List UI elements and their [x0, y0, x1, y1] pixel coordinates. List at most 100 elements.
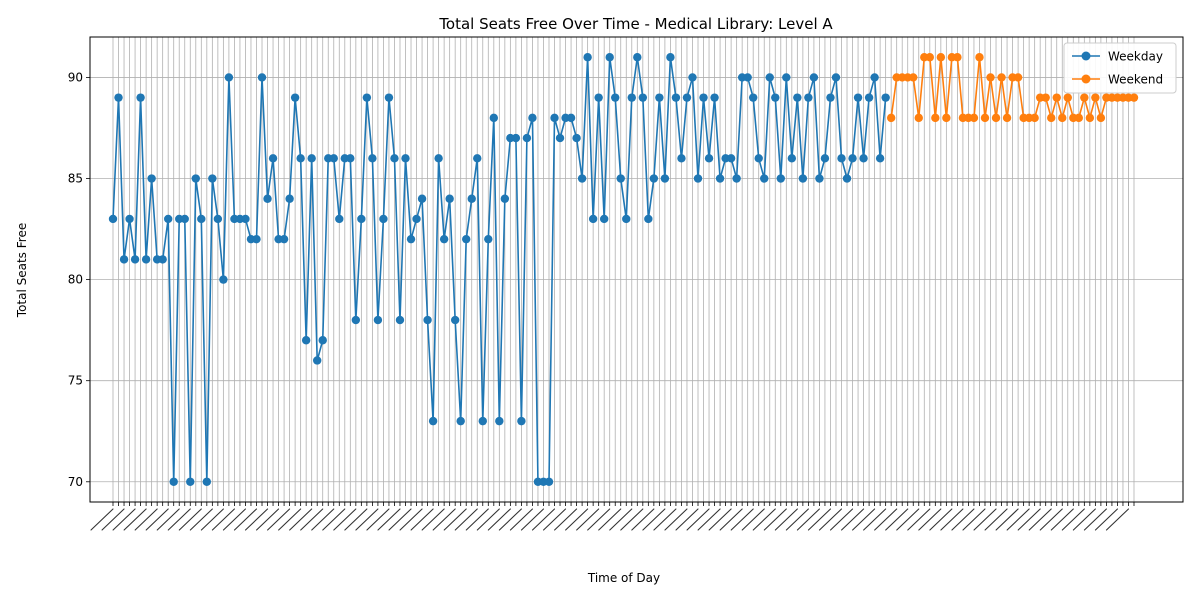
data-point: [826, 93, 835, 102]
x-tick-label-mark: [1050, 508, 1074, 531]
data-point: [373, 315, 383, 325]
data-point: [682, 93, 692, 102]
x-tick-label-mark: [289, 508, 313, 531]
x-tick-label-mark: [653, 508, 677, 531]
x-tick-label-mark: [708, 508, 732, 531]
x-tick-label-mark: [222, 508, 247, 531]
x-axis-label: Time of Day: [587, 571, 660, 585]
data-point: [208, 174, 217, 183]
data-point: [1058, 113, 1067, 123]
x-tick-label-mark: [774, 508, 798, 531]
y-tick-label: 70: [68, 475, 83, 489]
x-tick-label-mark: [256, 508, 280, 531]
chart-title: Total Seats Free Over Time - Medical Lib…: [438, 15, 833, 33]
x-tick-label-mark: [1094, 508, 1118, 531]
data-point: [550, 113, 559, 123]
data-point: [445, 194, 454, 203]
x-tick-label-mark: [267, 508, 291, 531]
data-point: [395, 315, 405, 325]
data-point: [776, 174, 785, 183]
x-tick-label-mark: [1028, 508, 1052, 531]
data-point: [450, 315, 460, 325]
data-point: [787, 154, 797, 163]
data-point: [147, 174, 156, 183]
data-point: [611, 93, 620, 102]
data-point: [412, 214, 421, 224]
data-point: [566, 113, 576, 123]
data-point: [346, 154, 355, 163]
data-point: [804, 93, 813, 102]
x-tick-label-mark: [531, 508, 556, 531]
y-tick-label: 90: [68, 70, 83, 84]
x-tick-label-mark: [863, 508, 887, 531]
data-point: [108, 214, 118, 224]
data-point: [141, 255, 151, 264]
x-tick-label-mark: [178, 508, 202, 531]
legend-weekday-label: Weekday: [1108, 50, 1163, 64]
data-point: [754, 154, 763, 163]
data-point: [627, 93, 636, 102]
x-tick-label-mark: [156, 508, 180, 531]
data-point: [837, 154, 846, 163]
data-point: [362, 93, 372, 102]
data-point: [428, 416, 438, 426]
x-tick-label-mark: [907, 508, 931, 531]
x-tick-label-mark: [454, 508, 478, 531]
y-tick-label: 80: [68, 273, 83, 287]
data-point: [1091, 93, 1100, 102]
data-point: [384, 93, 394, 102]
data-point: [125, 214, 134, 224]
data-point: [1080, 93, 1089, 102]
data-point: [180, 214, 189, 224]
data-point: [401, 154, 410, 163]
x-tick-label-mark: [852, 508, 876, 531]
data-point: [815, 174, 824, 183]
data-point: [1002, 113, 1012, 123]
data-point: [335, 214, 344, 224]
data-point: [864, 93, 874, 102]
x-tick-label-mark: [520, 508, 545, 531]
legend: Weekday Weekend: [1063, 42, 1177, 94]
data-point: [202, 477, 212, 486]
data-point: [820, 154, 830, 163]
data-point: [379, 214, 388, 224]
data-point: [671, 93, 681, 102]
data-point: [594, 93, 603, 102]
data-point: [1030, 113, 1039, 123]
data-point: [456, 416, 465, 426]
data-point: [528, 113, 537, 123]
data-point: [886, 113, 896, 123]
data-point: [732, 174, 741, 183]
data-point: [599, 214, 609, 224]
data-point: [771, 93, 780, 102]
x-tick-label-mark: [929, 508, 953, 531]
x-tick-label-mark: [399, 508, 423, 531]
data-point: [307, 154, 316, 163]
data-point: [809, 73, 819, 82]
x-tick-label-mark: [543, 508, 567, 531]
data-point: [953, 53, 962, 62]
x-tick-label-mark: [410, 508, 434, 531]
data-point: [793, 93, 802, 102]
data-point: [588, 214, 598, 224]
data-point: [649, 174, 659, 183]
x-tick-label-mark: [322, 508, 346, 531]
x-tick-label-mark: [642, 508, 666, 531]
x-tick-label-mark: [1006, 508, 1030, 531]
grid-lines: [90, 37, 1183, 502]
x-tick-label-mark: [300, 508, 324, 531]
data-point: [130, 255, 140, 264]
x-tick-label-mark: [344, 508, 368, 531]
data-point: [390, 154, 399, 163]
x-tick-label-mark: [785, 508, 809, 531]
x-tick-label-mark: [807, 508, 832, 531]
x-tick-label-mark: [123, 508, 147, 531]
x-tick-label-mark: [984, 508, 1008, 531]
x-tick-label-mark: [1017, 508, 1041, 531]
data-point: [263, 194, 272, 203]
x-tick-label-mark: [244, 508, 269, 531]
x-tick-label-mark: [609, 508, 633, 531]
data-point: [831, 73, 841, 82]
x-tick-label-mark: [509, 508, 533, 531]
x-tick-label-mark: [200, 508, 224, 531]
